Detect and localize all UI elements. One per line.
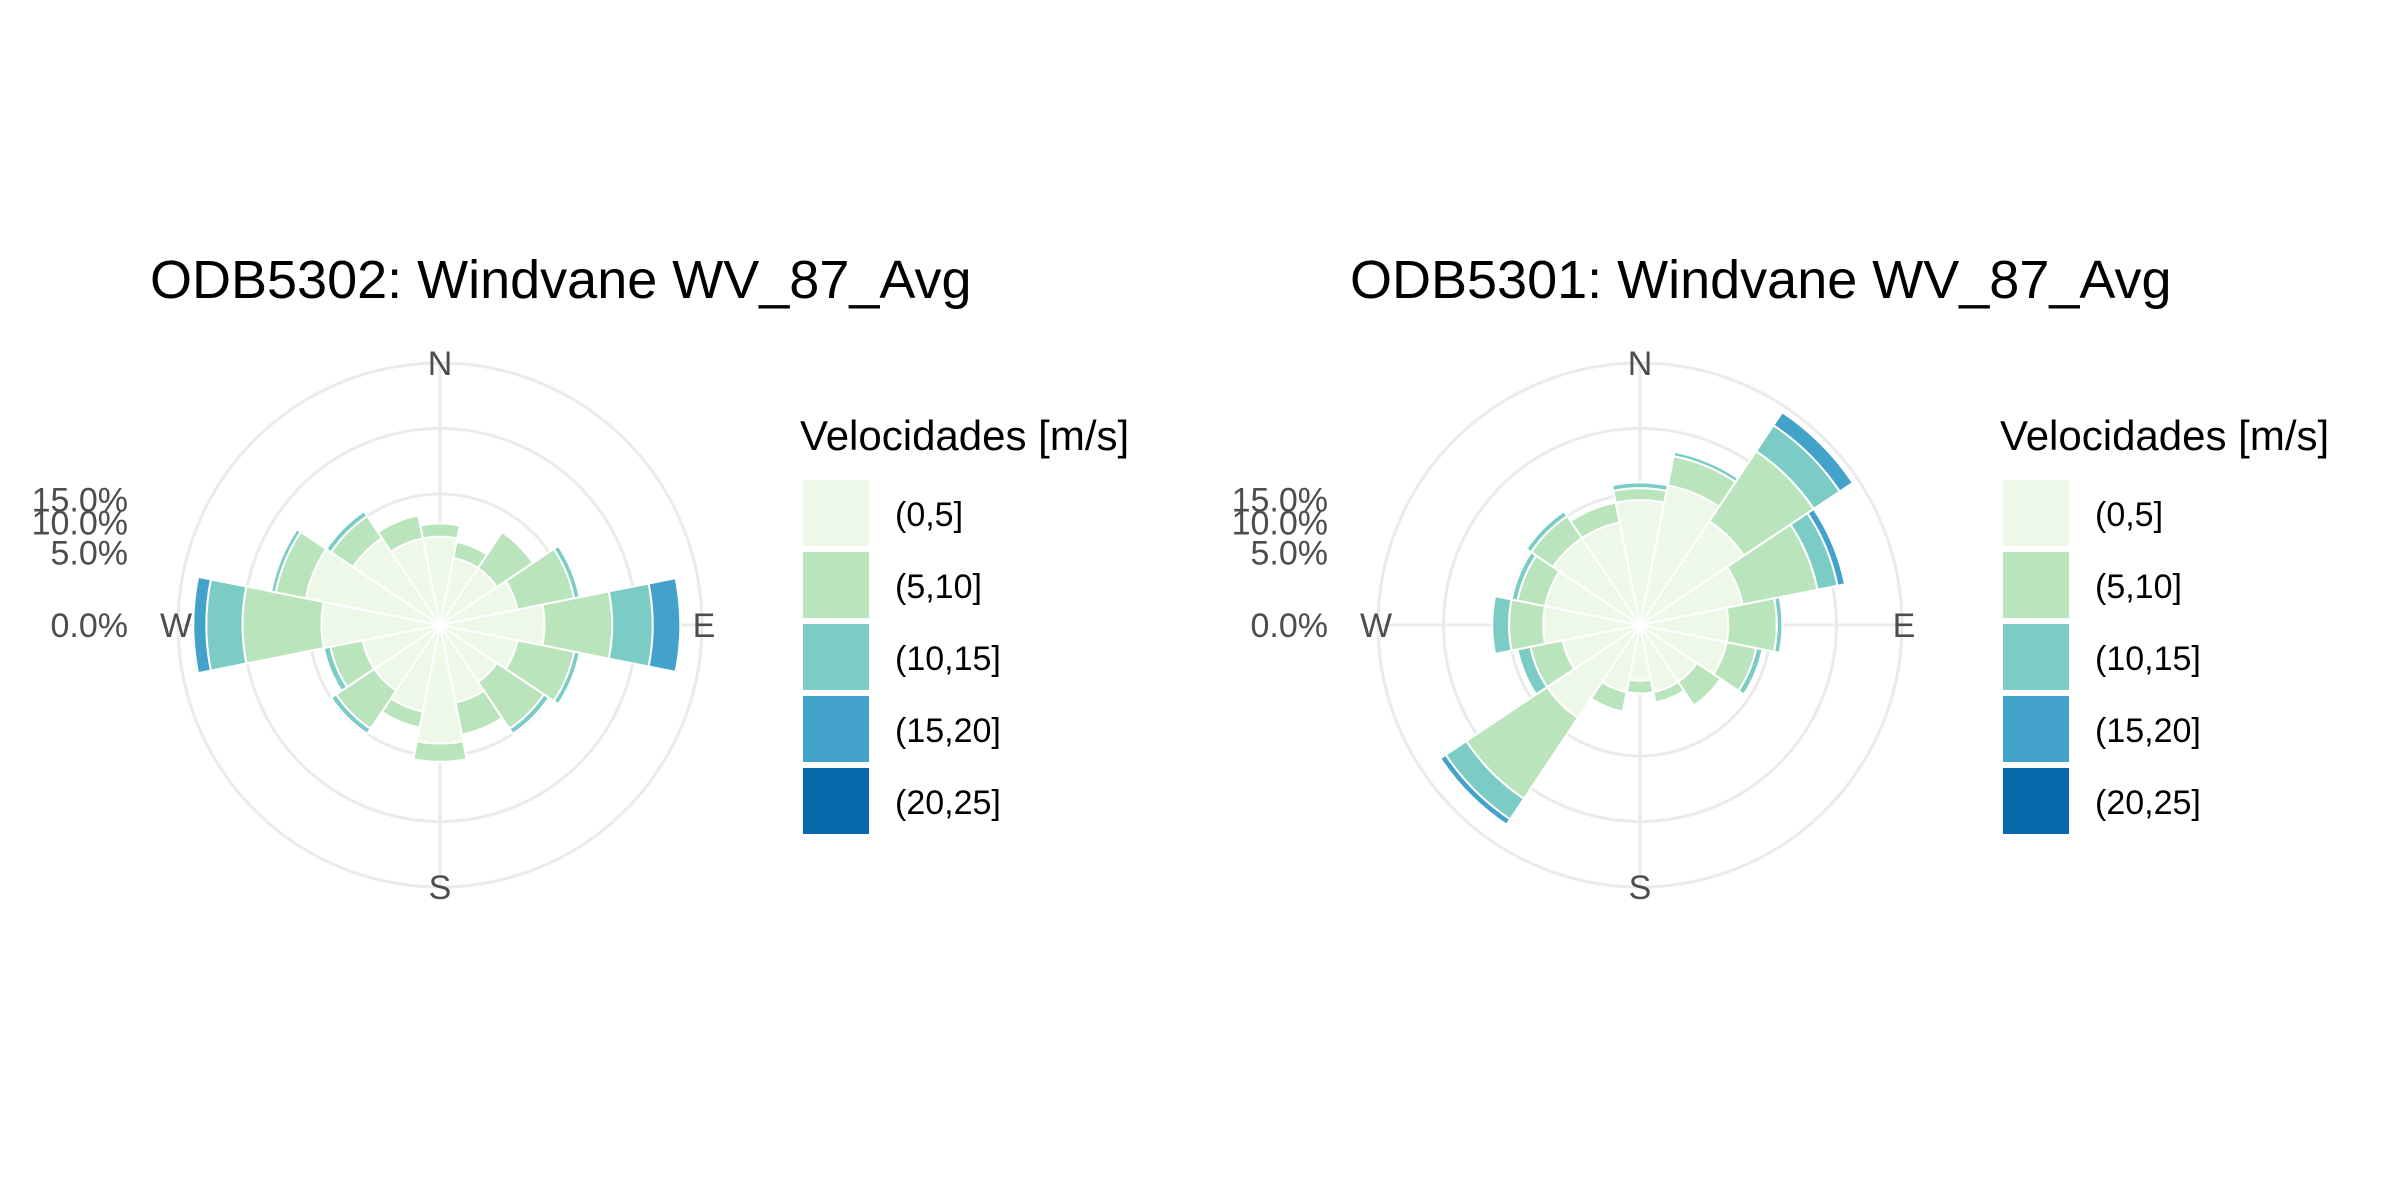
legend-swatch (803, 552, 869, 618)
sectors (192, 509, 682, 763)
rose-sector-bar (205, 578, 248, 672)
radial-tick-label: 10.0% (32, 505, 128, 543)
radial-tick-label: 15.0% (1232, 482, 1328, 520)
wind-rose-chart-right: ODB5301: Windvane WV_87_AvgNESW0.0%5.0%1… (1232, 250, 2330, 907)
legend-label: (15,20] (2095, 712, 2201, 750)
rose-sector-bar (1772, 410, 1855, 493)
legend-label: (10,15] (895, 640, 1001, 678)
wind-rose-panel-right: ODB5301: Windvane WV_87_Avg N E S W 0.0% 5.0% 1… (1200, 0, 2400, 1200)
wind-rose-panel-left: ODB5302: Windvane WV_87_Avg N E S W 0.0% 5.0% 1… (32, 250, 1130, 907)
legend: Velocidades [m/s] (0,5] (5,10] (10,15] (15,2… (2000, 412, 2329, 834)
rose-sector-bar (412, 740, 468, 763)
legend-title: Velocidades [m/s] (2000, 412, 2329, 459)
direction-label: N (428, 345, 453, 383)
legend-label: (20,25] (895, 784, 1001, 822)
rose-sector-bar (1491, 594, 1513, 656)
radial-tick-label: 15.0% (32, 482, 128, 520)
rose-sector-bar (1676, 661, 1722, 707)
direction-label: S (1629, 869, 1652, 907)
sectors (1438, 410, 1855, 827)
rose-sector-bar (192, 575, 212, 675)
direction-label: W (160, 607, 192, 645)
direction-label: N (1628, 345, 1653, 383)
rose-sector-bar (1438, 753, 1512, 827)
rose-sector-bar (1625, 678, 1655, 695)
wind-rose-chart-left: ODB5302: Windvane WV_87_AvgNESW0.0%5.0%1… (32, 250, 1130, 907)
rose-sector-bar (1773, 596, 1784, 654)
legend-swatch (803, 624, 869, 690)
rose-sector-bar (376, 514, 424, 553)
legend-swatch (803, 696, 869, 762)
radial-tick-label: 5.0% (1251, 535, 1329, 573)
rose-sector-bar (607, 582, 654, 668)
legend-title: Velocidades [m/s] (800, 412, 1129, 459)
rose-sector-bar (508, 693, 551, 736)
legend-label: (5,10] (895, 568, 982, 606)
legend-swatch (2003, 552, 2069, 618)
legend-swatch (803, 768, 869, 834)
rose-sector-bar (1508, 598, 1547, 652)
direction-label: W (1360, 607, 1392, 645)
legend-label: (0,5] (895, 496, 963, 534)
radial-tick-label: 0.0% (1251, 607, 1329, 645)
rose-sector-bar (269, 527, 303, 594)
legend-label: (0,5] (2095, 496, 2163, 534)
rose-sector-bar (647, 576, 682, 674)
direction-label: S (429, 869, 452, 907)
radial-tick-label: 0.0% (51, 607, 129, 645)
legend-swatch (2003, 480, 2069, 546)
chart-title: ODB5301: Windvane WV_87_Avg (1350, 250, 2171, 310)
legend-label: (5,10] (2095, 568, 2182, 606)
rose-sector-bar (552, 650, 581, 706)
rose-sector-bar (329, 693, 372, 736)
direction-label: E (1893, 607, 1916, 645)
rose-sector-bar (1806, 507, 1847, 587)
chart-title: ODB5302: Windvane WV_87_Avg (150, 250, 971, 310)
legend-swatch (2003, 696, 2069, 762)
legend-label: (10,15] (2095, 640, 2201, 678)
rose-sector-bar (419, 522, 461, 540)
legend-swatch (2003, 624, 2069, 690)
radial-tick-label: 5.0% (51, 535, 129, 573)
rose-sector-bar (1569, 501, 1621, 540)
direction-label: E (693, 607, 716, 645)
rose-sector-bar (1652, 680, 1686, 704)
legend-label: (20,25] (2095, 784, 2201, 822)
legend-swatch (803, 480, 869, 546)
legend: Velocidades [m/s] (0,5] (5,10] (10,15] (15,2… (800, 412, 1129, 834)
legend-swatch (2003, 768, 2069, 834)
rose-sector-bar (1524, 509, 1569, 554)
legend-label: (15,20] (895, 712, 1001, 750)
rose-sector-bar (1737, 646, 1764, 696)
radial-tick-label: 10.0% (1232, 505, 1328, 543)
rose-sector-bar (324, 509, 369, 554)
